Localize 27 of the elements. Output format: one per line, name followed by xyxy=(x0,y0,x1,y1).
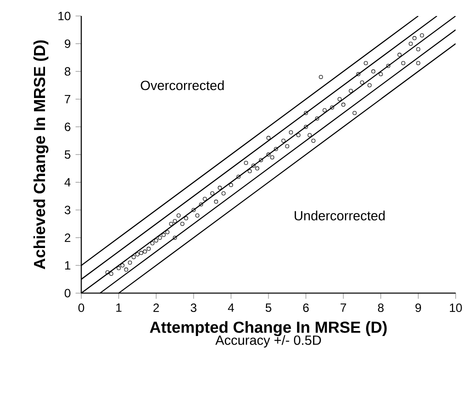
y-tick-label: 1 xyxy=(65,261,70,270)
y-tick-label: 4 xyxy=(64,178,71,187)
annotation: Undercorrected xyxy=(294,210,385,221)
y-tick-label: 6 xyxy=(64,122,70,132)
x-tick-label: 10 xyxy=(450,304,462,312)
x-tick-label: 2 xyxy=(153,304,159,312)
x-tick-label: 8 xyxy=(378,304,384,312)
x-tick-label: 5 xyxy=(266,304,272,312)
y-tick-label: 2 xyxy=(64,234,70,242)
y-tick-label: 9 xyxy=(64,40,70,48)
text: Accuracy +/- 0.5D xyxy=(215,335,321,348)
x-tick-label: 6 xyxy=(303,304,309,312)
x-tick-label: 9 xyxy=(415,304,421,312)
y-tick-label: 10 xyxy=(58,12,70,20)
y-tick-label: 5 xyxy=(64,150,70,159)
y-axis-title: Achieved Change In MRSE (D) xyxy=(33,40,48,270)
x-tick-label: 3 xyxy=(190,304,196,312)
y-tick-label: 8 xyxy=(64,67,70,76)
y-tick-label: 7 xyxy=(64,95,70,104)
x-tick-label: 7 xyxy=(340,304,346,312)
y-tick-label: 0 xyxy=(64,289,70,298)
x-tick-label: 1 xyxy=(116,304,122,312)
y-tick-label: 3 xyxy=(64,206,70,214)
x-tick-label: 4 xyxy=(228,304,234,312)
x-tick-label: 0 xyxy=(78,304,84,312)
x-axis-title: Attempted Change In MRSE (D) xyxy=(150,321,387,336)
annotation: Overcorrected xyxy=(140,80,224,90)
